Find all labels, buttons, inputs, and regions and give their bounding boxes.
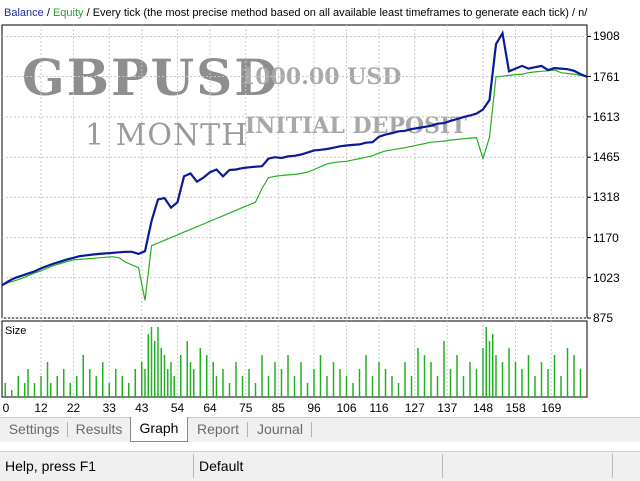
y-tick-label: 1908	[593, 29, 620, 44]
x-tick-label: 106	[336, 401, 357, 415]
y-tick-label: 1465	[593, 150, 620, 165]
legend-balance: Balance	[4, 7, 44, 19]
tab-graph[interactable]: Graph	[130, 417, 188, 442]
tester-tab-bar: Settings Results Graph Report Journal	[0, 417, 640, 442]
x-tick-label: 22	[66, 401, 81, 415]
y-tick-label: 1761	[593, 69, 620, 84]
x-tick-label: 96	[307, 401, 321, 415]
x-tick-label: 137	[437, 401, 458, 415]
status-bar: Help, press F1 Default	[0, 451, 640, 481]
legend-equity: Equity	[52, 7, 84, 19]
x-tick-label: 43	[135, 401, 149, 415]
equity-line	[1, 69, 588, 301]
chart-legend: Balance / Equity / Every tick (the most …	[4, 7, 587, 19]
tab-label: Report	[196, 421, 240, 437]
y-tick-label: 1613	[593, 109, 620, 124]
tab-divider	[311, 422, 312, 437]
tab-journal[interactable]: Journal	[248, 418, 312, 440]
status-help-text: Help, press F1	[5, 458, 97, 474]
legend-separator: /	[43, 7, 53, 19]
y-tick-label: 1170	[593, 230, 619, 245]
x-tick-label: 148	[472, 401, 494, 415]
status-divider	[612, 454, 613, 478]
balance-equity-chart	[1, 24, 591, 398]
y-tick-label: 875	[593, 311, 614, 325]
tab-label: Results	[75, 421, 123, 437]
legend-separator: /	[83, 7, 93, 19]
status-divider	[193, 454, 194, 478]
tab-divider	[247, 422, 248, 437]
x-tick-label: 116	[369, 401, 389, 415]
tab-report[interactable]: Report	[188, 418, 248, 440]
balance-line	[1, 30, 588, 287]
main-plot-frame	[1, 24, 588, 319]
watermark-symbol: GBPUSD	[22, 48, 280, 107]
x-tick-label: 54	[170, 401, 185, 415]
tab-label: Graph	[139, 420, 179, 436]
tab-results[interactable]: Results	[68, 418, 130, 440]
tab-label: Journal	[257, 421, 303, 437]
tab-settings[interactable]: Settings	[0, 418, 68, 440]
legend-separator: /	[568, 7, 579, 19]
x-tick-label: 64	[203, 401, 217, 415]
x-tick-label: 158	[505, 401, 526, 415]
x-tick-label: 75	[239, 401, 253, 415]
y-tick-label: 1023	[593, 270, 620, 285]
tab-divider	[67, 422, 68, 437]
volume-panel-label: Size	[5, 325, 27, 337]
legend-description: Every tick (the most precise method base…	[92, 7, 569, 19]
tab-label: Settings	[8, 421, 60, 437]
x-tick-label: 12	[34, 401, 48, 415]
x-tick-label: 169	[541, 401, 562, 415]
x-tick-label: 0	[2, 401, 10, 415]
x-tick-label: 127	[404, 401, 425, 415]
status-profile: Default	[199, 458, 244, 474]
y-tick-label: 1318	[593, 190, 620, 205]
legend-trail: n/	[578, 7, 588, 19]
watermark-period: 1 MONTH	[85, 118, 249, 153]
status-divider	[442, 454, 443, 478]
x-tick-label: 33	[102, 401, 116, 415]
x-tick-label: 85	[271, 401, 285, 415]
